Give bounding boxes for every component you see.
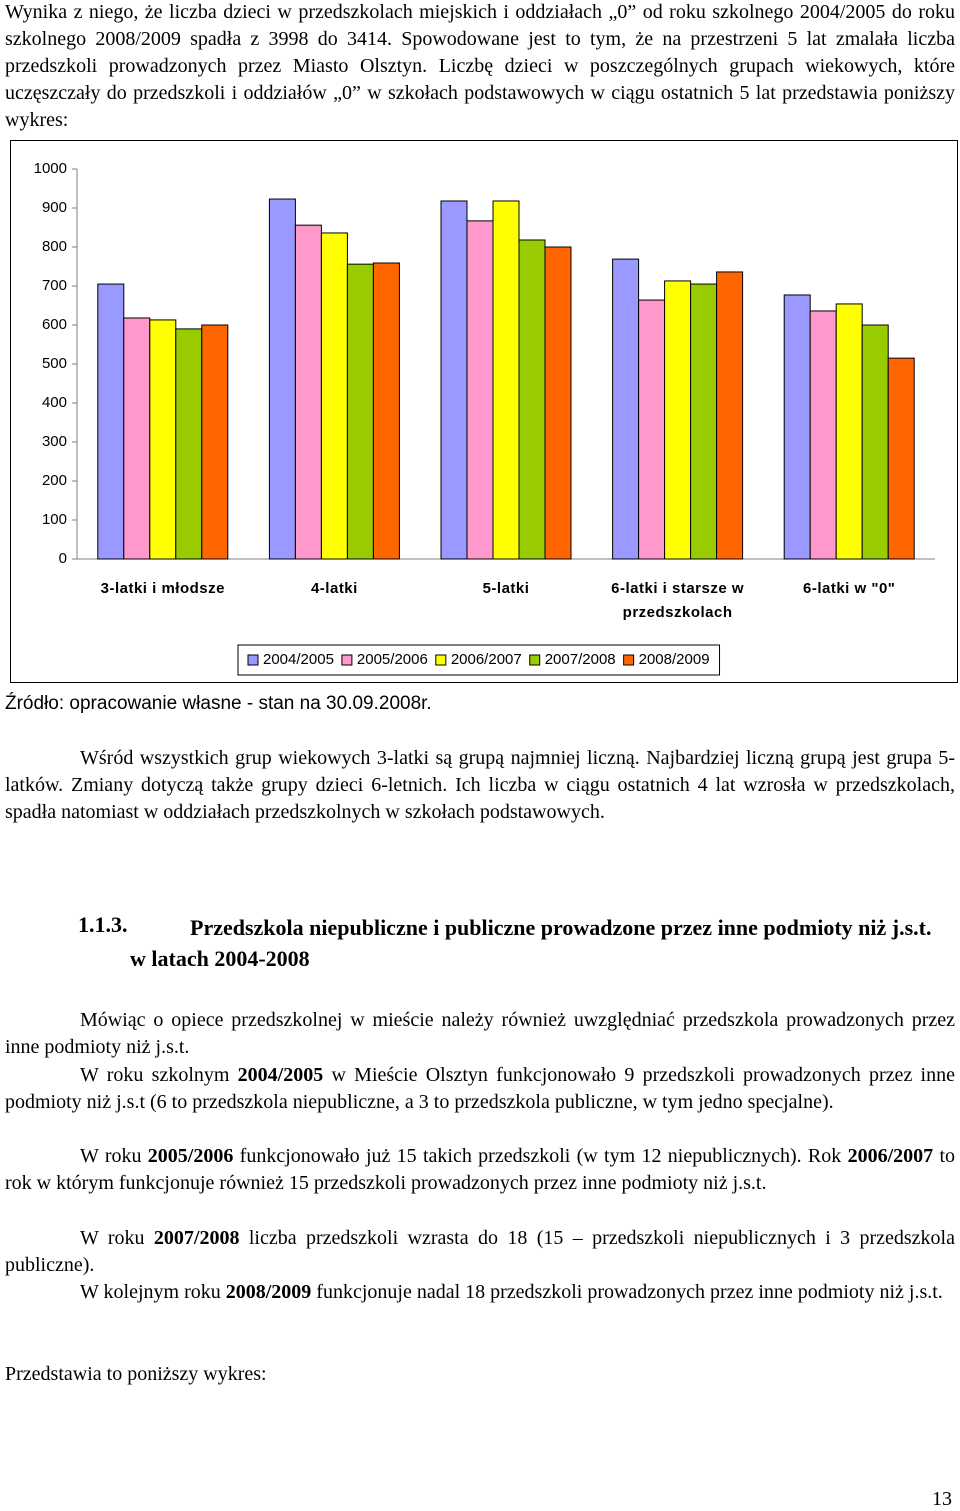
y-tick-label: 100 [42,511,67,528]
bar [664,280,692,560]
y-tick-label: 200 [42,472,67,489]
legend-swatch [341,654,353,666]
x-tick-label: 6-latki i starsze w przedszkolach [611,580,744,621]
bold-text: 2008/2009 [225,1281,312,1303]
text: w Mieście Olsztyn funkcjonowało 9 przeds… [5,1064,955,1113]
bar [638,299,666,560]
bar [466,220,494,560]
bold-text: 2005/2006 [147,1145,234,1167]
y-tick-label: 600 [42,316,67,333]
x-tick-label: 5-latki [483,580,530,597]
text: to rok w którym funkcjonuje również 15 p… [5,1145,956,1194]
legend-swatch [623,654,635,666]
x-tick-label: 6-latki w "0" [803,580,895,597]
page-number: 13 [932,1488,952,1510]
y-tick-label: 1000 [34,160,67,177]
y-tick-label: 500 [42,355,67,372]
bold-text: 2004/2005 [237,1064,324,1086]
bar [440,200,468,560]
legend: 2004/2005 2005/2006 2006/2007 2007/2008 2008… [237,644,721,676]
x-tick-label: 3-latki i młodsze [101,580,225,597]
text: Mówiąc o opiece przedszkolnej w mieście … [5,1009,955,1058]
bar [716,271,744,560]
legend-label: 2007/2008 [545,651,616,668]
bar [861,324,889,560]
text: W roku [80,1227,154,1249]
bar [690,283,718,560]
text: funkcjonowało już 15 takich przedszkoli … [233,1145,848,1167]
text: W kolejnym roku [80,1281,226,1303]
paragraph: Przedstawia to poniższy wykres: [5,1361,955,1388]
bold-text: 2006/2007 [847,1145,934,1167]
source-note: Źródło: opracowanie własne - stan na 30.… [5,693,432,714]
y-tick-label: 0 [59,550,67,567]
bar [887,357,915,560]
bar [544,246,572,560]
bar [346,263,374,560]
bar [372,262,400,560]
y-tick-label: 900 [42,199,67,216]
paragraph: Wynika z niego, że liczba dzieci w przed… [5,0,955,134]
paragraph: W roku 2007/2008 liczba przedszkoli wzra… [5,1225,955,1279]
text: Przedstawia to poniższy wykres: [5,1363,267,1385]
text: liczba przedszkoli wzrasta do 18 (15 – p… [5,1227,955,1276]
bar [123,317,151,560]
bold-text: 2007/2008 [153,1227,240,1249]
legend-label: 2004/2005 [263,651,334,668]
x-tick-label-line: 6-latki i starsze w [611,580,744,597]
bar [783,294,811,560]
x-tick-label: 4-latki [311,580,358,597]
heading: Przedszkola niepubliczne i publiczne pro… [130,915,932,971]
bar [612,258,640,560]
legend-frame [237,644,721,676]
bar [175,328,203,560]
y-tick-label: 800 [42,238,67,255]
bar [149,319,177,560]
bar [518,239,546,560]
paragraph: W kolejnym roku 2008/2009 funkcjonuje na… [5,1279,955,1306]
bar [835,303,863,560]
bar [809,310,837,560]
paragraph: Wśród wszystkich grup wiekowych 3-latki … [5,745,955,826]
legend-swatch [529,654,541,666]
bar [492,200,520,560]
text: W roku [80,1145,148,1167]
legend-label: 2005/2006 [357,651,428,668]
bar [201,324,229,560]
bar [320,232,348,560]
text: Wśród wszystkich grup wiekowych 3-latki … [5,747,955,823]
legend-label: 2006/2007 [451,651,522,668]
bar [294,224,322,560]
paragraph: W roku szkolnym 2004/2005 w Mieście Olsz… [5,1062,955,1116]
bar [268,198,296,560]
chart: 0 100 200 300 400 500 600 700 800 900 1000 3-latki … [10,140,958,683]
legend-swatch [247,654,259,666]
text: funkcjonuje nadal 18 przedszkoli prowadz… [311,1281,943,1303]
legend-swatch [435,654,447,666]
y-tick-label: 700 [42,277,67,294]
bar [97,283,125,560]
paragraph: Mówiąc o opiece przedszkolnej w mieście … [5,1007,955,1061]
legend-label: 2008/2009 [639,651,710,668]
y-tick-label: 400 [42,394,67,411]
text: Wynika z niego, że liczba dzieci w przed… [5,1,955,131]
text: W roku szkolnym [80,1064,238,1086]
x-tick-label-line: przedszkolach [623,604,733,621]
heading-number: 1.1.3. [78,912,128,937]
y-tick-label: 300 [42,433,67,450]
paragraph: W roku 2005/2006 funkcjonowało już 15 ta… [5,1143,955,1197]
